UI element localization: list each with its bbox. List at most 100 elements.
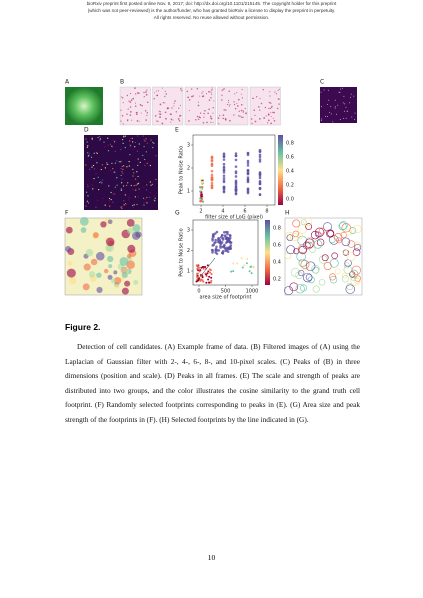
texture-dot — [273, 119, 276, 122]
texture-dot — [132, 148, 134, 151]
texture-dot — [246, 258, 249, 261]
texture-dot — [213, 100, 215, 102]
texture-dot — [129, 106, 132, 108]
texture-dot — [198, 270, 201, 273]
texture-dot — [345, 228, 352, 236]
texture-dot — [134, 178, 137, 180]
texture-dot — [264, 106, 267, 109]
texture-dot — [107, 144, 109, 146]
texture-dot — [125, 184, 128, 186]
texture-dot — [128, 100, 130, 102]
texture-dot — [133, 185, 135, 187]
texture-dot — [354, 243, 362, 252]
texture-dot — [354, 118, 356, 120]
texture-dot — [197, 101, 199, 103]
texture-dot — [114, 186, 116, 188]
texture-dot — [275, 93, 277, 95]
texture-dot — [91, 138, 93, 140]
texture-dot — [154, 114, 157, 117]
texture-dot — [122, 123, 124, 125]
texture-dot — [127, 227, 134, 235]
texture-dot — [121, 97, 124, 99]
texture-dot — [139, 161, 141, 163]
texture-dot — [100, 221, 107, 228]
texture-dot — [97, 199, 99, 202]
texture-dot — [120, 188, 122, 190]
texture-dot — [341, 237, 351, 247]
texture-dot — [278, 103, 280, 105]
texture-dot — [79, 216, 89, 226]
texture-dot — [120, 206, 122, 208]
texture-dot — [200, 193, 203, 196]
texture-dot — [165, 117, 167, 120]
texture-dot — [258, 160, 262, 163]
texture-dot — [190, 88, 193, 90]
texture-dot — [298, 258, 307, 268]
texture-dot — [331, 252, 338, 259]
texture-dot — [173, 105, 175, 107]
texture-dot — [69, 277, 77, 285]
texture-dot — [343, 262, 350, 269]
texture-dot — [115, 284, 120, 289]
texture-dot — [107, 219, 113, 225]
texture-dot — [120, 109, 122, 111]
texture-dot — [350, 93, 352, 95]
texture-dot — [286, 234, 294, 241]
texture-dot — [250, 272, 253, 275]
texture-dot — [250, 265, 253, 268]
texture-dot — [222, 187, 226, 191]
texture-dot — [114, 193, 116, 196]
texture-dot — [113, 193, 115, 195]
texture-dot — [204, 109, 206, 112]
texture-dot — [240, 103, 243, 106]
texture-dot — [199, 200, 202, 203]
colorbar-tick-label: 0.4 — [286, 169, 294, 175]
texture-dot — [250, 118, 253, 120]
panel-label: E — [175, 127, 179, 134]
texture-dot — [96, 152, 98, 154]
texture-dot — [87, 185, 89, 188]
texture-dot — [278, 88, 280, 90]
texture-dot — [219, 244, 222, 248]
texture-dot — [107, 150, 110, 152]
texture-dot — [215, 245, 218, 249]
texture-dot — [298, 245, 307, 255]
texture-dot — [86, 183, 89, 186]
texture-dot — [334, 268, 341, 275]
texture-dot — [206, 121, 208, 124]
texture-dot — [210, 91, 212, 93]
texture-dot — [296, 232, 304, 240]
texture-dot — [219, 115, 221, 117]
texture-dot — [225, 246, 229, 250]
texture-dot — [234, 165, 238, 168]
texture-dot — [135, 184, 137, 186]
texture-dot — [211, 251, 214, 254]
texture-dot — [221, 99, 223, 101]
header-line: All rights reserved. No reuse allowed wi… — [153, 15, 270, 20]
texture-dot — [222, 152, 226, 155]
texture-dot — [259, 109, 261, 111]
texture-dot — [229, 244, 233, 247]
texture-dot — [198, 116, 201, 118]
texture-dot — [145, 119, 148, 121]
texture-dot — [85, 201, 88, 203]
panel-label: B — [120, 79, 124, 86]
texture-dot — [208, 281, 211, 284]
panel-e-colorbar — [278, 135, 283, 205]
texture-dot — [234, 154, 238, 158]
texture-dot — [156, 90, 158, 92]
texture-dot — [121, 182, 123, 184]
texture-dot — [221, 94, 223, 96]
texture-dot — [108, 264, 113, 269]
texture-dot — [137, 182, 140, 184]
texture-dot — [134, 87, 136, 89]
texture-dot — [319, 255, 328, 264]
texture-dot — [212, 121, 214, 123]
texture-dot — [252, 266, 255, 269]
texture-dot — [95, 206, 97, 208]
texture-dot — [341, 272, 348, 279]
texture-dot — [272, 111, 274, 114]
texture-dot — [210, 162, 214, 166]
texture-dot — [177, 118, 180, 120]
texture-dot — [133, 172, 135, 174]
